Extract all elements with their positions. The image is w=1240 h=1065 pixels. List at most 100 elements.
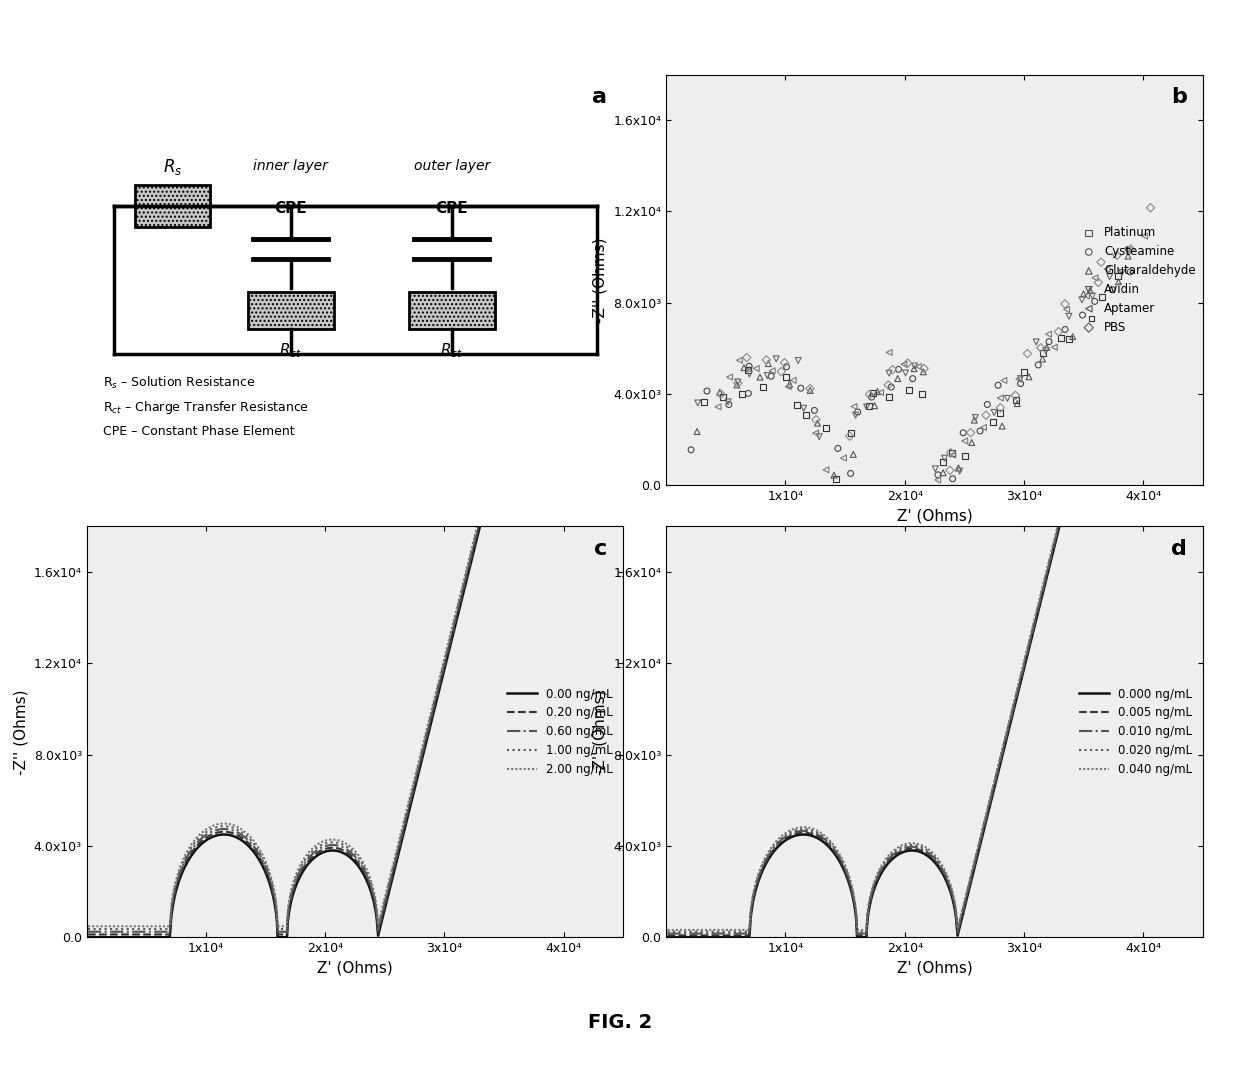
Point [928,472,947,489]
Point [1018,345,1038,362]
Bar [409,292,495,329]
0.010 ng/mL [985,786,999,799]
Point [925,460,945,477]
Point [934,464,954,481]
0.005 ng/mL [1001,723,1016,736]
Point [997,390,1017,407]
Point [800,382,820,399]
Point [954,424,973,441]
Point [941,444,961,461]
Point [776,358,796,375]
Point [713,388,733,405]
Point [1007,395,1027,412]
Line: 0.00 ng/mL: 0.00 ng/mL [88,0,624,937]
0.020 ng/mL [971,840,986,853]
Point [1033,344,1053,361]
Point [1120,263,1140,280]
0.00 ng/mL [113,931,128,944]
Point [961,424,981,441]
Point [789,353,808,370]
Line: 0.000 ng/mL: 0.000 ng/mL [667,0,1203,937]
Point [1033,350,1053,367]
Point [694,393,714,410]
0.00 ng/mL [542,243,557,256]
0.20 ng/mL [486,460,501,473]
Point [859,397,879,414]
Point [990,404,1009,421]
Point [894,356,914,373]
0.010 ng/mL [660,928,675,940]
Point [1089,274,1109,291]
Point [988,377,1008,394]
Point [870,384,890,402]
0.010 ng/mL [693,928,708,940]
Point [719,396,739,413]
Point [1050,330,1070,347]
Point [1028,357,1048,374]
Point [955,448,975,465]
Line: 0.60 ng/mL: 0.60 ng/mL [88,0,624,932]
Point [734,359,754,376]
Text: $R_{ct}$: $R_{ct}$ [440,342,463,360]
0.010 ng/mL [1066,460,1081,473]
Point [942,471,962,488]
0.20 ng/mL [542,240,557,252]
Point [1076,288,1096,305]
Point [1112,264,1132,281]
Point [688,394,708,411]
0.010 ng/mL [1121,239,1136,251]
Point [898,355,918,372]
Text: FIG. 2: FIG. 2 [588,1013,652,1032]
Point [739,384,759,402]
0.040 ng/mL [985,782,999,794]
Point [970,423,990,440]
Point [826,470,846,487]
Point [739,365,759,382]
Point [1091,253,1111,271]
Point [843,446,863,463]
Point [787,397,807,414]
0.040 ng/mL [1001,717,1016,730]
0.00 ng/mL [422,724,436,737]
Point [1044,339,1064,356]
Y-axis label: -Z'' (Ohms): -Z'' (Ohms) [593,237,608,323]
0.00 ng/mL [392,846,407,858]
0.20 ng/mL [81,928,95,940]
Point [862,389,882,406]
Point [841,465,861,482]
0.040 ng/mL [693,923,708,936]
Point [904,360,924,377]
0.20 ng/mL [405,786,420,799]
Point [1027,333,1047,350]
Line: 0.040 ng/mL: 0.040 ng/mL [667,0,1203,930]
Point [1019,368,1039,386]
Point [794,399,813,416]
0.005 ng/mL [1066,461,1081,474]
Point [1006,387,1025,404]
Point [1141,199,1161,216]
2.00 ng/mL [392,835,407,848]
Point [1009,371,1029,388]
0.005 ng/mL [1121,241,1136,253]
0.005 ng/mL [693,929,708,941]
Line: 2.00 ng/mL: 2.00 ng/mL [88,0,624,927]
Point [1085,269,1105,286]
0.000 ng/mL [971,846,986,858]
Point [729,351,749,368]
Point [1056,301,1076,318]
Point [759,355,779,372]
Text: R$_s$ – Solution Resistance: R$_s$ – Solution Resistance [103,375,255,391]
Point [1011,375,1030,392]
Point [965,411,985,428]
Line: 0.010 ng/mL: 0.010 ng/mL [667,0,1203,934]
Point [761,367,781,384]
Point [753,378,773,395]
Point [1118,247,1138,264]
Point [766,350,786,367]
Point [739,358,759,375]
0.000 ng/mL [1121,243,1136,256]
Point [913,386,932,403]
0.040 ng/mL [1066,456,1081,469]
X-axis label: Z' (Ohms): Z' (Ohms) [897,509,972,524]
1.00 ng/mL [422,717,436,730]
